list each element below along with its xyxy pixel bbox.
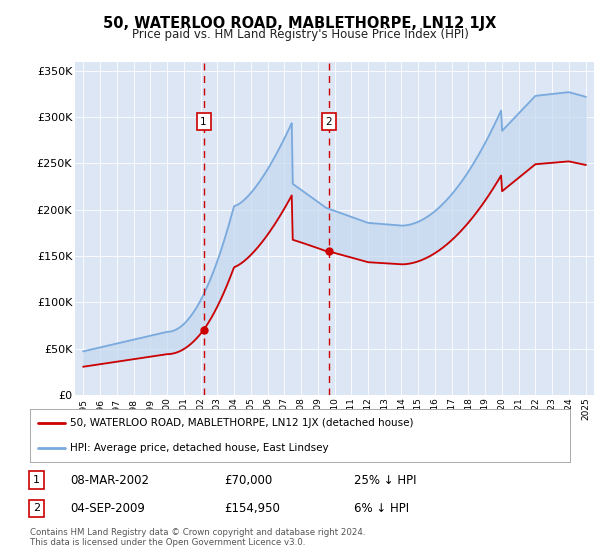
Text: 25% ↓ HPI: 25% ↓ HPI [354,474,416,487]
Text: 2: 2 [326,117,332,127]
Text: 50, WATERLOO ROAD, MABLETHORPE, LN12 1JX (detached house): 50, WATERLOO ROAD, MABLETHORPE, LN12 1JX… [71,418,414,428]
Text: 2: 2 [33,503,40,514]
Text: 04-SEP-2009: 04-SEP-2009 [71,502,145,515]
Text: 50, WATERLOO ROAD, MABLETHORPE, LN12 1JX: 50, WATERLOO ROAD, MABLETHORPE, LN12 1JX [103,16,497,31]
Text: 1: 1 [33,475,40,485]
Text: 1: 1 [200,117,207,127]
Text: 08-MAR-2002: 08-MAR-2002 [71,474,149,487]
Text: Price paid vs. HM Land Registry's House Price Index (HPI): Price paid vs. HM Land Registry's House … [131,28,469,41]
Text: Contains HM Land Registry data © Crown copyright and database right 2024.
This d: Contains HM Land Registry data © Crown c… [30,528,365,547]
Text: 6% ↓ HPI: 6% ↓ HPI [354,502,409,515]
Text: HPI: Average price, detached house, East Lindsey: HPI: Average price, detached house, East… [71,442,329,452]
Text: £154,950: £154,950 [224,502,280,515]
Text: £70,000: £70,000 [224,474,272,487]
